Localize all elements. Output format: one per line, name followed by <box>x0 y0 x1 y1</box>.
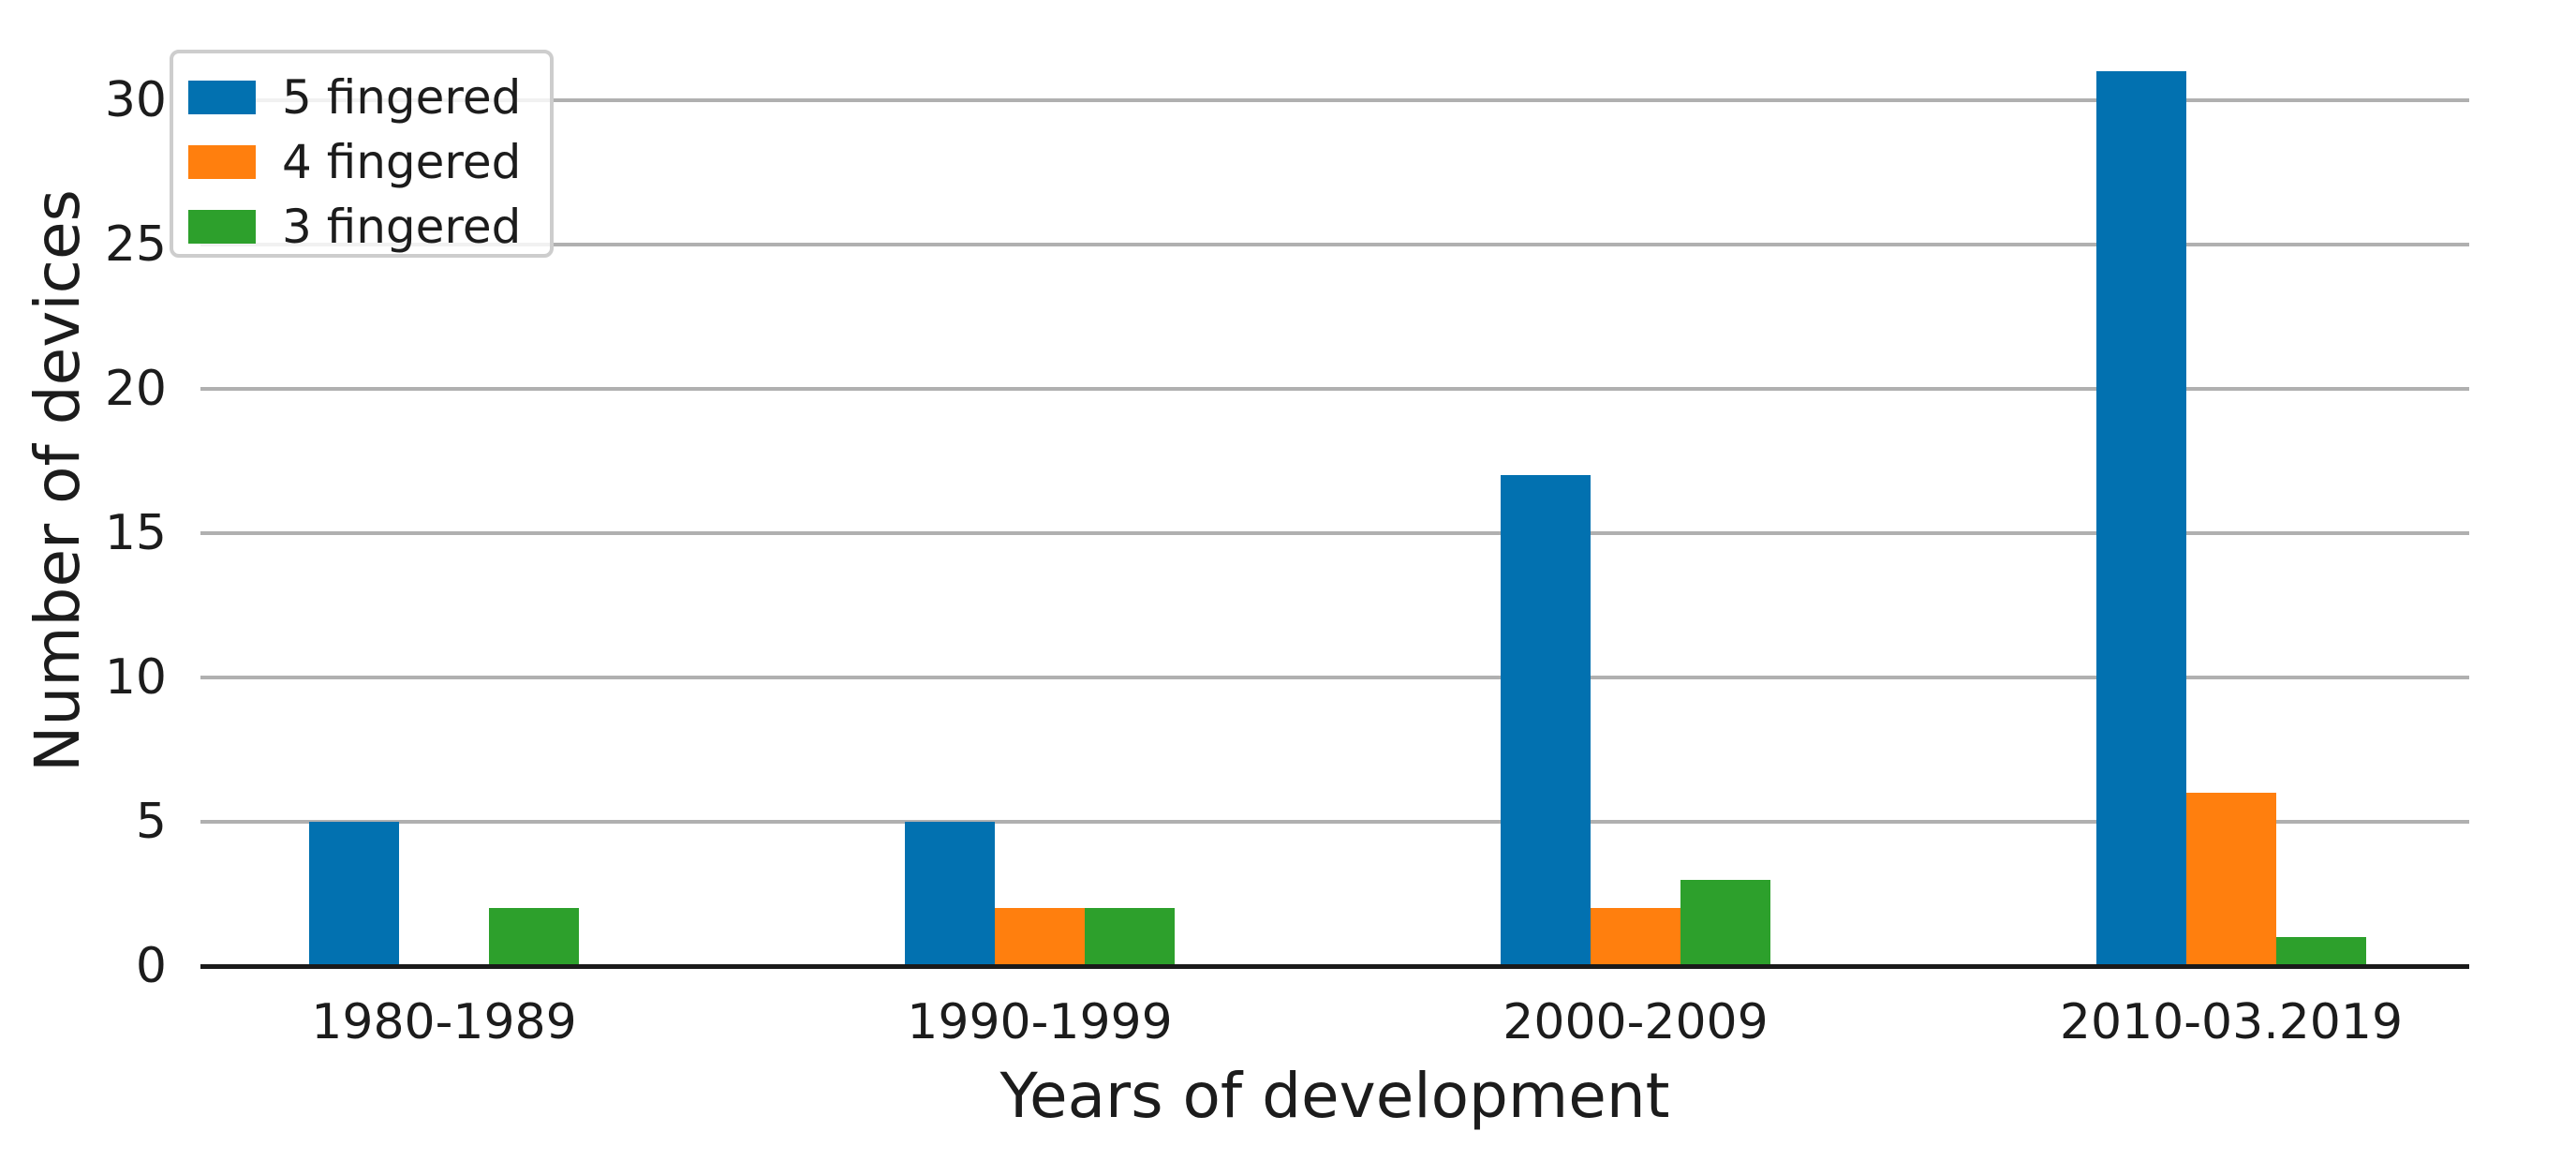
bar-5-fingered-2010-03-2019 <box>2096 71 2186 966</box>
gridline-y-10 <box>200 676 2469 679</box>
bar-5-fingered-1980-1989 <box>309 822 399 966</box>
bar-5-fingered-2000-2009 <box>1501 475 1591 966</box>
bar-3-fingered-1980-1989 <box>489 908 579 966</box>
legend-swatch-5-fingered <box>188 81 256 114</box>
y-tick-label: 0 <box>135 938 167 994</box>
y-tick-label: 30 <box>104 72 167 128</box>
x-axis-line <box>200 964 2469 969</box>
gridline-y-30 <box>200 98 2469 102</box>
y-tick-label: 15 <box>104 505 167 561</box>
bar-4-fingered-2000-2009 <box>1591 908 1680 966</box>
y-tick-label: 10 <box>104 649 167 706</box>
bar-5-fingered-1990-1999 <box>905 822 995 966</box>
legend-row: 3 fingered <box>188 201 521 252</box>
legend-swatch-4-fingered <box>188 145 256 179</box>
bar-4-fingered-2010-03-2019 <box>2186 793 2276 966</box>
bar-3-fingered-2000-2009 <box>1680 879 1770 966</box>
legend-row: 5 fingered <box>188 72 521 123</box>
legend-label: 4 fingered <box>282 135 522 189</box>
legend-swatch-3-fingered <box>188 210 256 244</box>
bar-3-fingered-2010-03-2019 <box>2276 937 2366 966</box>
bar-3-fingered-1990-1999 <box>1085 908 1175 966</box>
gridline-y-15 <box>200 531 2469 535</box>
x-tick-label: 2000-2009 <box>1503 994 1769 1050</box>
y-tick-label: 5 <box>135 794 167 850</box>
y-axis-title: Number of devices <box>22 189 94 772</box>
x-tick-label: 2010-03.2019 <box>2059 994 2404 1050</box>
legend-label: 3 fingered <box>282 200 522 254</box>
x-tick-label: 1990-1999 <box>907 994 1173 1050</box>
y-tick-label: 20 <box>104 361 167 417</box>
gridline-y-20 <box>200 387 2469 391</box>
gridline-y-25 <box>200 243 2469 246</box>
legend: 5 fingered 4 fingered 3 fingered <box>170 50 554 258</box>
gridline-y-5 <box>200 820 2469 824</box>
legend-label: 5 fingered <box>282 70 522 125</box>
x-tick-label: 1980-1989 <box>311 994 577 1050</box>
y-tick-label: 25 <box>104 216 167 273</box>
bar-4-fingered-1990-1999 <box>995 908 1085 966</box>
legend-row: 4 fingered <box>188 137 521 187</box>
x-axis-title: Years of development <box>999 1060 1670 1132</box>
